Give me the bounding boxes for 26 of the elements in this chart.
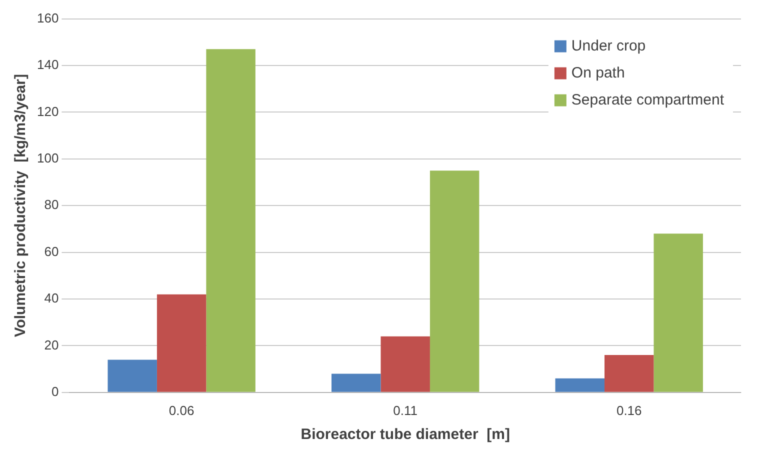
bar bbox=[108, 360, 157, 392]
bar bbox=[156, 294, 206, 392]
y-tick-label: 140 bbox=[36, 57, 59, 72]
y-tick-label: 0 bbox=[51, 384, 59, 399]
y-axis-title: Volumetric productivity [kg/m3/year] bbox=[12, 74, 30, 338]
y-tick-label: 80 bbox=[44, 197, 59, 212]
bar bbox=[654, 234, 703, 392]
bar bbox=[430, 170, 480, 392]
legend-label: Under crop bbox=[571, 37, 646, 54]
y-tick-label: 120 bbox=[36, 104, 59, 119]
legend-label: On path bbox=[571, 64, 625, 82]
x-axis-title: Bioreactor tube diameter [m] bbox=[300, 426, 510, 444]
bar bbox=[380, 336, 430, 392]
bar bbox=[555, 378, 604, 392]
x-tick-label: 0.11 bbox=[393, 402, 418, 418]
legend-label: Separate compartment bbox=[571, 91, 725, 108]
bar bbox=[332, 374, 381, 392]
y-tick-label: 160 bbox=[36, 10, 59, 26]
y-tick-label: 60 bbox=[44, 244, 59, 259]
y-tick-label: 100 bbox=[36, 150, 59, 166]
x-tick-label: 0.16 bbox=[616, 402, 642, 418]
y-tick-label: 20 bbox=[44, 337, 59, 352]
bar bbox=[206, 49, 256, 392]
y-tick-label: 40 bbox=[44, 290, 59, 306]
bar bbox=[604, 355, 654, 392]
x-tick-label: 0.06 bbox=[168, 402, 194, 418]
